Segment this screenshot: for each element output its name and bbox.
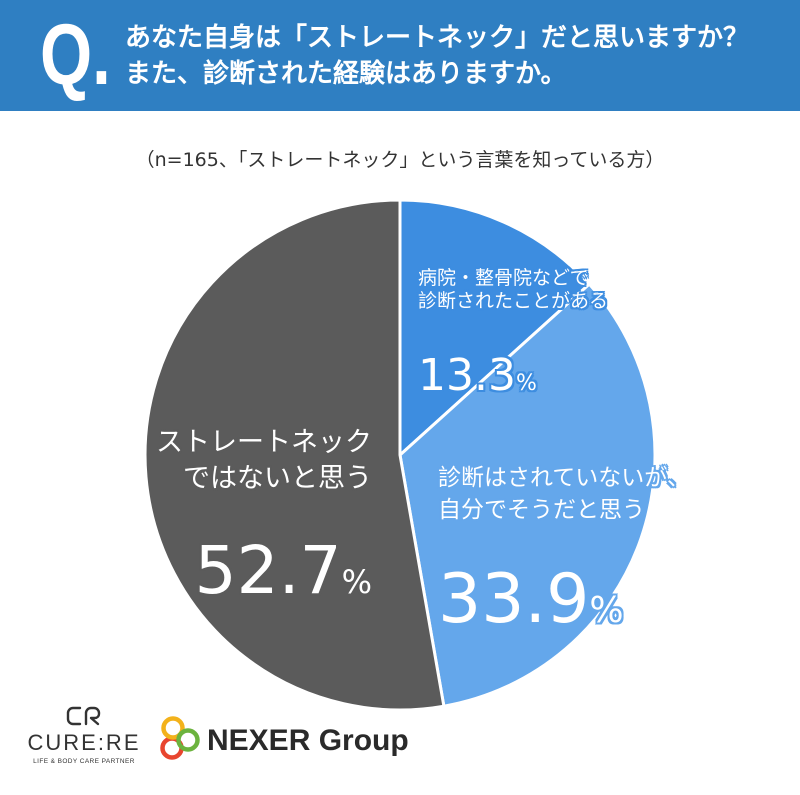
slice-value-number: 52.7 bbox=[194, 532, 342, 609]
slice-value-number: 33.9 bbox=[438, 560, 590, 639]
pie-slice-1 bbox=[398, 198, 591, 457]
slice-label-diagnosed: 病院・整骨院などで 診断されたことがある 13.3% bbox=[418, 229, 608, 429]
slice-value-label: 33.9% bbox=[438, 564, 690, 653]
nexer-ring-yellow bbox=[161, 716, 185, 740]
chart-subtitle: （n=165、「ストレートネック」という言葉を知っている方） bbox=[135, 149, 665, 171]
cure-re-logo: CURE:RE LIFE & BODY CARE PARTNER bbox=[20, 705, 148, 766]
header-band: Q. あなた自身は「ストレートネック」だと思いますか？ また、診断された経験はあ… bbox=[0, 0, 800, 111]
chart-title: あなた自身は「ストレートネック」だと思いますか？ また、診断された経験はあります… bbox=[125, 23, 750, 89]
slice-category-label: ストレートネック ではないと思う bbox=[156, 427, 372, 494]
pie-slice-2 bbox=[398, 282, 657, 708]
slice-category-label: 診断はされていないが、 自分でそうだと思う bbox=[438, 465, 690, 523]
slice-category-label: 病院・整骨院などで 診断されたことがある bbox=[418, 267, 609, 312]
pie-slice-3 bbox=[143, 198, 446, 712]
slice-value-label: 13.3% bbox=[418, 351, 608, 410]
question-mark-label: Q. bbox=[40, 7, 111, 103]
cure-re-logo-icon bbox=[66, 706, 101, 726]
nexer-ring-green bbox=[176, 728, 200, 752]
nexer-group-wordmark: NEXER Group bbox=[207, 724, 409, 757]
slice-value-label: 52.7% bbox=[156, 535, 372, 624]
slice-label-not-straight-neck: ストレートネック ではないと思う 52.7% bbox=[156, 387, 372, 643]
percent-sign: % bbox=[515, 371, 537, 396]
percent-sign: % bbox=[589, 590, 624, 631]
slice-label-self-assessed: 診断はされていないが、 自分でそうだと思う 33.9% bbox=[438, 424, 690, 672]
cure-re-tagline: LIFE & BODY CARE PARTNER bbox=[33, 758, 135, 765]
nexer-rings-icon bbox=[160, 716, 200, 760]
pie-chart bbox=[143, 198, 657, 712]
slice-value-number: 13.3 bbox=[418, 350, 516, 401]
cure-re-wordmark: CURE:RE bbox=[27, 730, 141, 755]
percent-sign: % bbox=[341, 563, 372, 601]
